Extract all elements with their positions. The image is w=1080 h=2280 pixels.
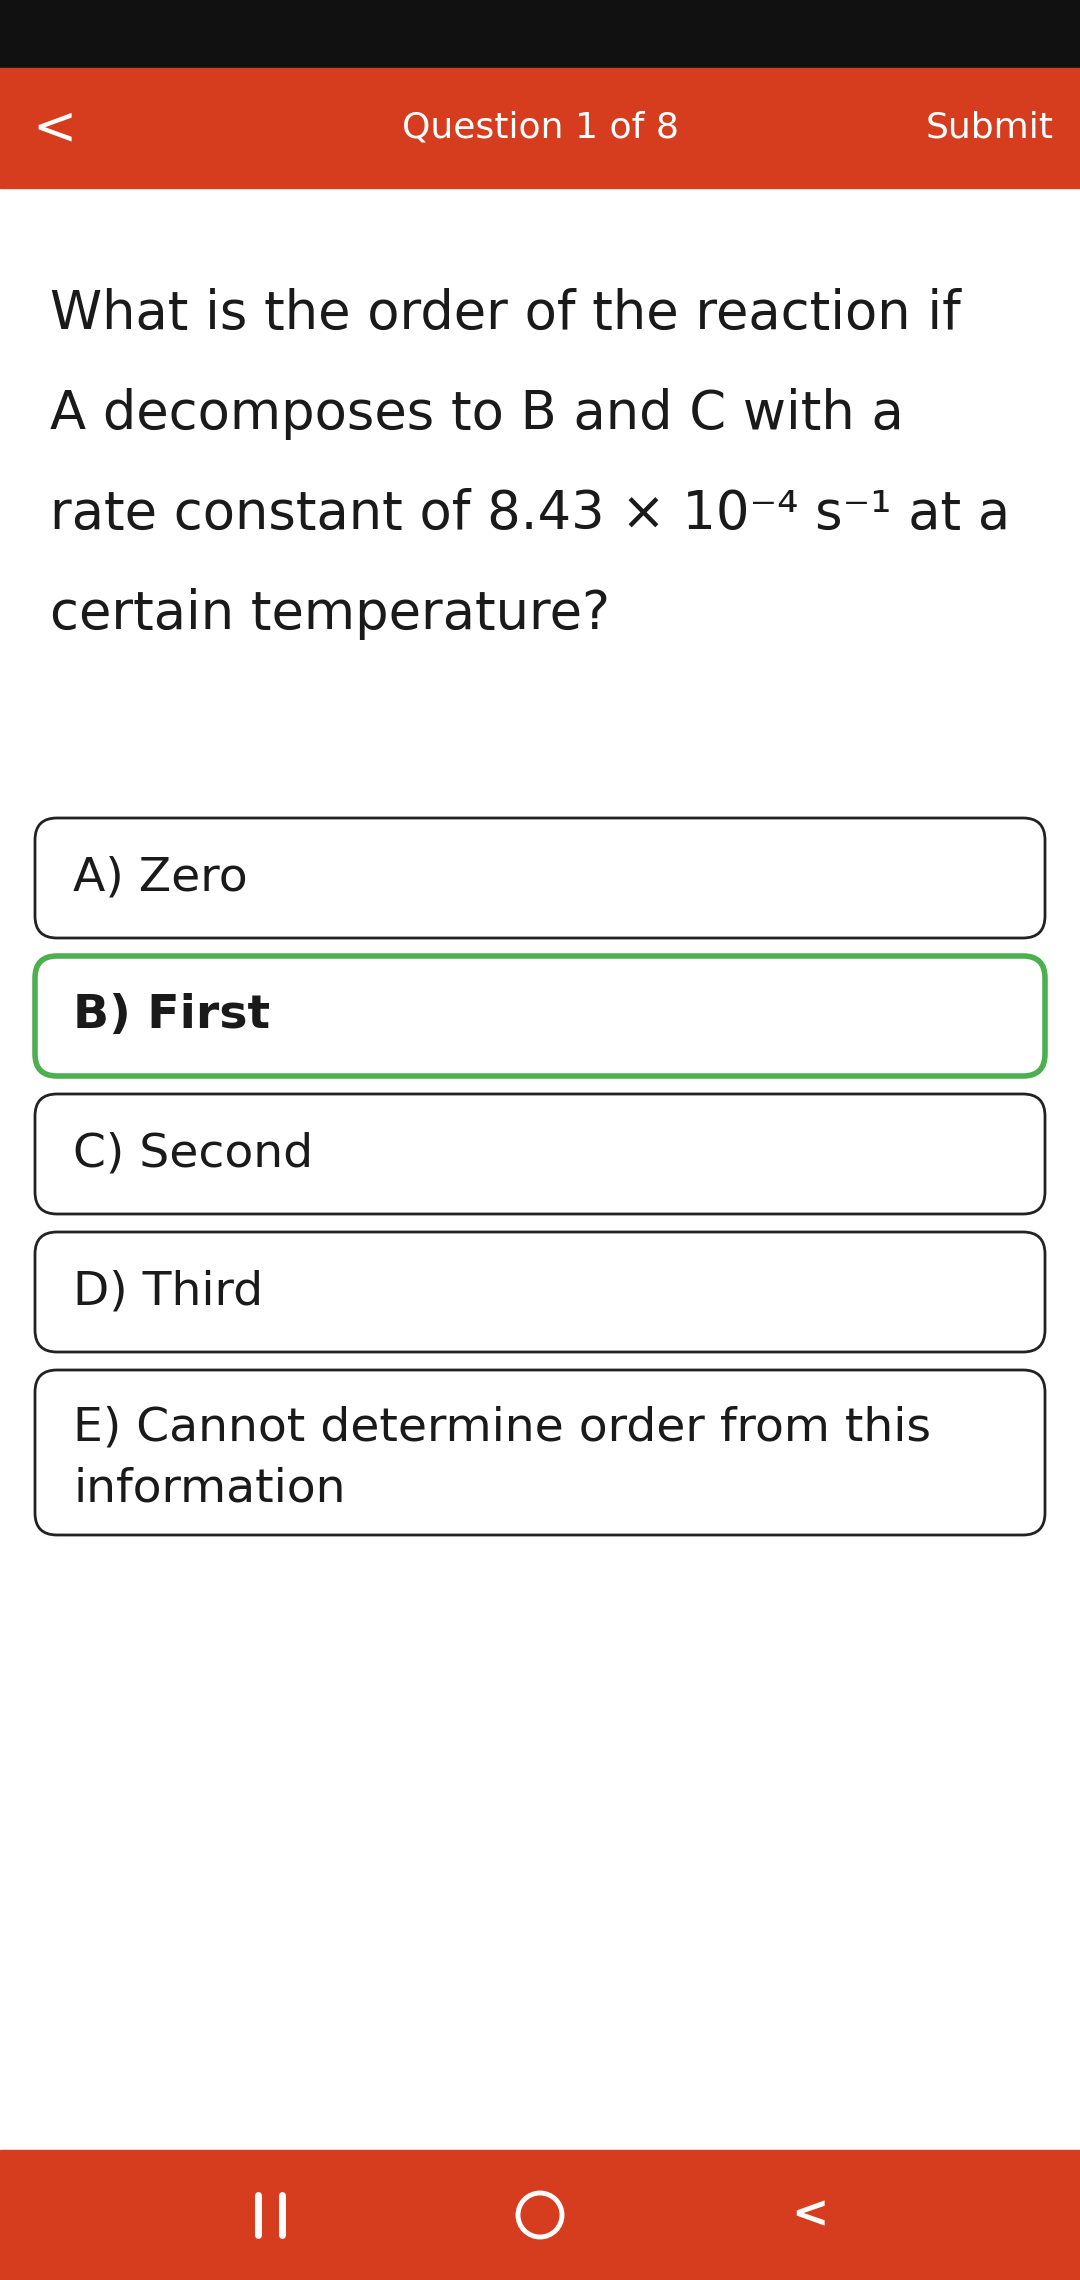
Text: A) Zero: A) Zero [73, 855, 247, 901]
FancyBboxPatch shape [35, 1094, 1045, 1213]
FancyBboxPatch shape [35, 1370, 1045, 1534]
Text: information: information [73, 1466, 346, 1512]
FancyBboxPatch shape [35, 819, 1045, 937]
Text: B) First: B) First [73, 994, 270, 1037]
Bar [0, 2150, 1080, 2280]
Text: <: < [792, 2193, 828, 2237]
Bar [0, 68, 1080, 187]
Text: Question 1 of 8: Question 1 of 8 [402, 112, 678, 146]
Text: E) Cannot determine order from this: E) Cannot determine order from this [73, 1404, 931, 1450]
Text: D) Third: D) Third [73, 1270, 264, 1316]
Text: rate constant of 8.43 × 10⁻⁴ s⁻¹ at a: rate constant of 8.43 × 10⁻⁴ s⁻¹ at a [50, 488, 1010, 540]
Text: C) Second: C) Second [73, 1131, 313, 1176]
Text: <: < [32, 103, 77, 155]
Text: A decomposes to B and C with a: A decomposes to B and C with a [50, 388, 904, 440]
Bar [0, 0, 1080, 68]
Text: What is the order of the reaction if: What is the order of the reaction if [50, 287, 961, 340]
Text: Submit: Submit [926, 112, 1054, 146]
Text: certain temperature?: certain temperature? [50, 588, 610, 641]
FancyBboxPatch shape [35, 955, 1045, 1076]
FancyBboxPatch shape [35, 1231, 1045, 1352]
